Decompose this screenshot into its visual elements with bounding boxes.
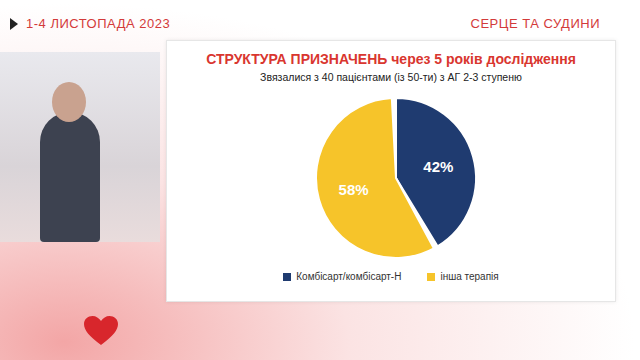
html-text:Комбісарт/комбісарт-Н: Комбісарт/комбісарт-Н [296, 271, 402, 282]
html-text:СЕРЦЕ ТА СУДИНИ: СЕРЦЕ ТА СУДИНИ [470, 16, 600, 31]
html-text:1-4 ЛИСТОПАДА 2023: 1-4 ЛИСТОПАДА 2023 [26, 16, 171, 31]
html-text:інша терапія: інша терапія [440, 271, 499, 282]
svg-text:58%: 58% [339, 181, 369, 198]
html-text:Звязалися з 40 пацієнтами (із: Звязалися з 40 пацієнтами (із 50-ти) з А… [260, 71, 522, 83]
svg-text:42%: 42% [423, 158, 453, 175]
html-text:СТРУКТУРА ПРИЗНАЧЕНЬ через 5 р: СТРУКТУРА ПРИЗНАЧЕНЬ через 5 років дослі… [206, 51, 576, 67]
